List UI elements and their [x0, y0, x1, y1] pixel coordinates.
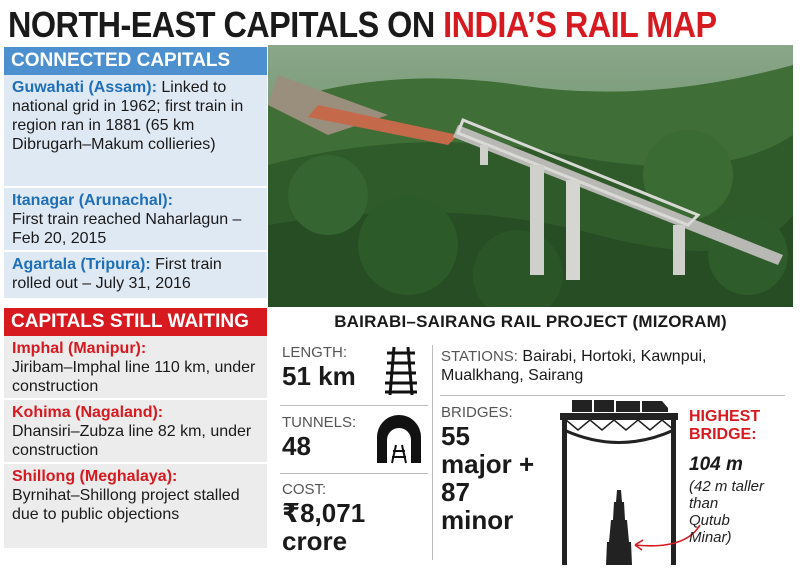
highest-line1: HIGHEST — [689, 408, 761, 425]
bridge-train-icon — [558, 400, 688, 569]
tunnels-label: TUNNELS: — [282, 414, 357, 431]
bridges-label: BRIDGES: — [441, 404, 513, 421]
item-text: Byrnihat–Shillong project stalled due to… — [12, 487, 240, 523]
arrow-to-minar — [634, 524, 701, 551]
connected-heading: CONNECTED CAPITALS — [4, 47, 267, 75]
item-name: Agartala (Tripura): — [12, 256, 151, 273]
left-column: CONNECTED CAPITALS Guwahati (Assam): Lin… — [4, 47, 267, 550]
connected-item-itanagar: Itanagar (Arunachal): First train reache… — [4, 188, 267, 252]
bridges-minor-count: 87 — [441, 477, 470, 507]
item-name: Shillong (Meghalaya): — [12, 468, 178, 485]
item-name: Kohima (Nagaland): — [12, 404, 164, 421]
item-text: First train rolled out – July 31, 2016 — [12, 256, 222, 292]
stations-stat: STATIONS: Bairabi, Hortoki, Kawnpui, Mua… — [441, 347, 781, 385]
tunnels-stat: TUNNELS: 48 — [282, 414, 356, 460]
bridges-major-count: 55 — [441, 421, 470, 451]
project-title: BAIRABI–SAIRANG RAIL PROJECT (MIZORAM) — [334, 312, 727, 331]
connected-item-guwahati: Guwahati (Assam): Linked to national gri… — [4, 75, 267, 188]
stations-label: STATIONS: — [441, 348, 518, 365]
tunnel-icon — [375, 415, 423, 470]
item-name: Itanagar (Arunachal): — [12, 192, 173, 209]
highest-bridge-label: HIGHEST BRIDGE: — [689, 408, 760, 444]
highest-bridge-value: 104 m — [689, 454, 743, 475]
rail-track-icon — [382, 345, 420, 402]
qutub-minar-icon — [606, 490, 632, 569]
bridge-photo — [268, 45, 793, 307]
bridges-stat: BRIDGES: 55 major + 87 minor — [441, 404, 534, 534]
waiting-item-kohima: Kohima (Nagaland): Dhansiri–Zubza line 8… — [4, 400, 267, 464]
item-text: First train reached Naharlagun – Feb 20,… — [12, 211, 242, 247]
title-part1: NORTH-EAST CAPITALS ON — [8, 4, 444, 45]
title-part2: INDIA’S RAIL MAP — [443, 4, 717, 45]
item-text: Jiribam–Imphal line 110 km, under constr… — [12, 359, 256, 395]
waiting-item-imphal: Imphal (Manipur): Jiribam–Imphal line 11… — [4, 336, 267, 400]
note-line: than — [689, 495, 719, 512]
note-line: (42 m taller — [689, 478, 765, 495]
page-title: NORTH-EAST CAPITALS ON INDIA’S RAIL MAP — [8, 2, 717, 48]
cost-stat: COST: ₹8,071 crore — [282, 481, 365, 555]
length-stat: LENGTH: 51 km — [282, 344, 356, 390]
bridges-minor-label: minor — [441, 505, 514, 535]
cost-value: ₹8,071 — [282, 498, 366, 528]
bridges-major-label: major + — [441, 449, 535, 479]
connected-item-agartala: Agartala (Tripura): First train rolled o… — [4, 252, 267, 300]
highest-bridge-note: (42 m taller than Qutub Minar) — [689, 478, 764, 546]
cost-unit: crore — [282, 526, 348, 556]
waiting-item-shillong: Shillong (Meghalaya): Byrnihat–Shillong … — [4, 464, 267, 550]
stations-text: Bairabi, Hortoki, Kawnpui, Mualkhang, Sa… — [441, 348, 707, 384]
tunnels-value: 48 — [282, 431, 311, 461]
note-line: Qutub — [689, 512, 730, 529]
waiting-heading: CAPITALS STILL WAITING — [4, 308, 267, 336]
item-name: Guwahati (Assam): — [12, 79, 157, 96]
cost-label: COST: — [282, 481, 327, 498]
length-value: 51 km — [282, 361, 356, 391]
item-text: Linked to national grid in 1962; first t… — [12, 79, 244, 153]
note-line: Minar) — [689, 529, 732, 546]
highest-line2: BRIDGE: — [689, 426, 757, 443]
item-text: Dhansiri–Zubza line 82 km, under constru… — [12, 423, 252, 459]
item-name: Imphal (Manipur): — [12, 340, 147, 357]
length-label: LENGTH: — [282, 344, 348, 361]
